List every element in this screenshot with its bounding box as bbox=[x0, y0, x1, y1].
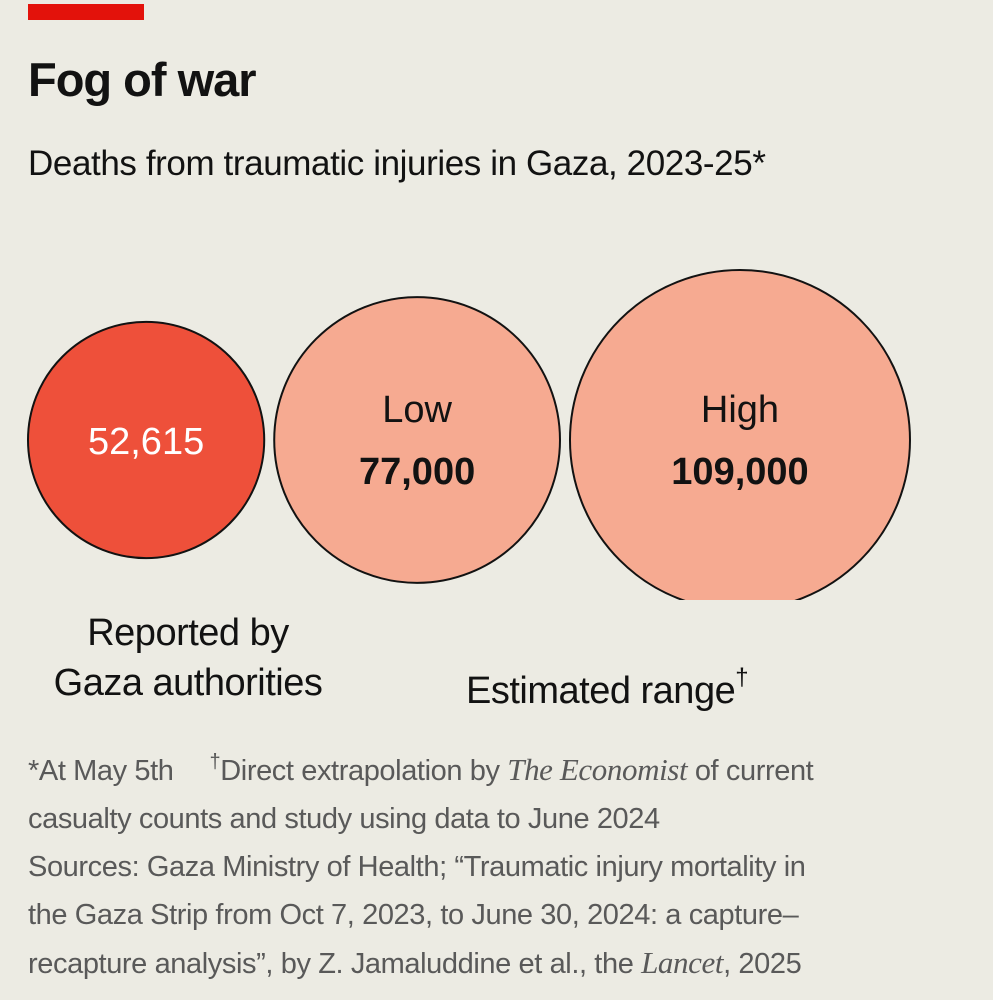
brand-red-tag bbox=[28, 4, 144, 20]
sources-line-2: the Gaza Strip from Oct 7, 2023, to June… bbox=[28, 899, 799, 931]
bubble-low bbox=[273, 296, 561, 584]
sources-line-3: recapture analysis”, by Z. Jamaluddine e… bbox=[28, 939, 968, 988]
reported-label-line-2: Gaza authorities bbox=[53, 662, 323, 704]
dagger-note-italic: The Economist bbox=[507, 752, 688, 787]
bubble-value-reported: 52,615 bbox=[88, 421, 204, 463]
reported-label-line-1: Reported by bbox=[87, 612, 289, 654]
footnotes: *At May 5th †Direct extrapolation by The … bbox=[28, 746, 968, 988]
dagger-note-pre: Direct extrapolation by bbox=[220, 755, 508, 787]
sources-line-1: Sources: Gaza Ministry of Health; “Traum… bbox=[28, 851, 806, 883]
bubble-value-high: 109,000 bbox=[671, 451, 808, 493]
bubble-high bbox=[569, 269, 911, 600]
bubble-label-high: High bbox=[701, 389, 779, 431]
estimated-group-label: Estimated range† bbox=[466, 664, 749, 716]
sources-line-3-italic: Lancet bbox=[641, 945, 724, 980]
reported-group-label: Reported by Gaza authorities bbox=[28, 608, 348, 708]
bubble-value-low: 77,000 bbox=[359, 451, 475, 493]
footnote-line-1: *At May 5th †Direct extrapolation by The … bbox=[28, 746, 968, 795]
sources-line-3-post: , 2025 bbox=[723, 948, 802, 980]
bubble-chart: 52,615 Low 77,000 High 109,000 bbox=[27, 269, 911, 600]
dagger-note-post: of current bbox=[687, 755, 814, 787]
footnote-line-2: casualty counts and study using data to … bbox=[28, 803, 660, 835]
chart-title: Fog of war bbox=[28, 53, 257, 106]
asterisk-note: *At May 5th bbox=[28, 755, 174, 787]
chart-subtitle: Deaths from traumatic injuries in Gaza, … bbox=[28, 144, 766, 183]
estimated-dagger-mark: † bbox=[735, 664, 749, 691]
estimated-label-text: Estimated range bbox=[466, 670, 736, 712]
sources-line-3-pre: recapture analysis”, by Z. Jamaluddine e… bbox=[28, 948, 642, 980]
bubble-label-low: Low bbox=[382, 389, 452, 431]
dagger-mark: † bbox=[209, 751, 221, 773]
bubble-reported bbox=[27, 320, 266, 560]
